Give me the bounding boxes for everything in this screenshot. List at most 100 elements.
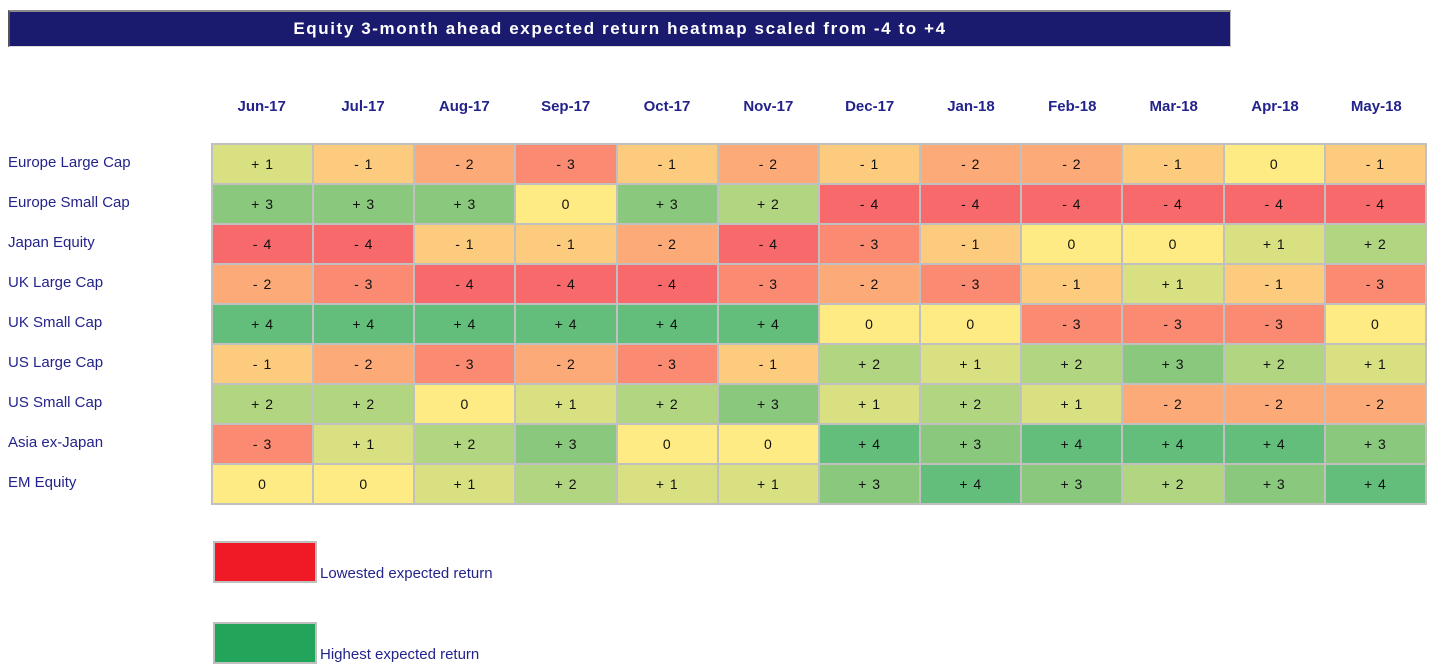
- column-header: Nov-17: [743, 97, 794, 115]
- heatmap-cell: + 1: [1022, 385, 1122, 423]
- heatmap-cell: - 4: [1123, 185, 1223, 223]
- heatmap-cell: - 2: [819, 265, 920, 303]
- heatmap-cell: - 2: [921, 145, 1021, 183]
- heatmap-cell: - 2: [516, 345, 616, 383]
- heatmap-cell: - 2: [617, 225, 717, 263]
- heatmap-cell: - 3: [718, 265, 818, 303]
- column-header: Jun-17: [237, 97, 286, 115]
- column-header: Sep-17: [541, 97, 591, 115]
- heatmap-cell: - 2: [314, 345, 414, 383]
- row-label: EM Equity: [8, 474, 77, 491]
- heatmap-cell: + 2: [617, 385, 717, 423]
- heatmap-cell: + 3: [617, 185, 717, 223]
- heatmap-cell: - 4: [314, 225, 414, 263]
- heatmap-cell: - 3: [1022, 305, 1122, 343]
- report-title: Equity 3-month ahead expected return hea…: [293, 19, 947, 38]
- heatmap-cell: + 3: [819, 465, 920, 503]
- heatmap-cell: + 1: [819, 385, 920, 423]
- heatmap-cell: - 3: [213, 425, 313, 463]
- column-header-row: Jun-17 Jul-17 Aug-17 Sep-17 Oct-17 Nov-17 Dec-…: [211, 95, 1427, 117]
- heatmap-cell: - 1: [617, 145, 717, 183]
- heatmap-cell: - 4: [415, 265, 515, 303]
- heatmap-cell: 0: [213, 465, 313, 503]
- heatmap-cell: + 4: [314, 305, 414, 343]
- heatmap-cell: - 4: [921, 185, 1021, 223]
- heatmap-cell: + 2: [1325, 225, 1425, 263]
- heatmap-cell: + 3: [718, 385, 818, 423]
- row-label: Europe Small Cap: [8, 194, 130, 211]
- heatmap-cell: 0: [1022, 225, 1122, 263]
- heatmap-cell: 0: [617, 425, 717, 463]
- heatmap-cell: + 1: [516, 385, 616, 423]
- heatmap-cell: 0: [415, 385, 515, 423]
- heatmap-cell: - 4: [516, 265, 616, 303]
- heatmap-cell: + 1: [415, 465, 515, 503]
- heatmap-cell: - 4: [1022, 185, 1122, 223]
- heatmap-cell: - 3: [516, 145, 616, 183]
- legend-lowest-swatch: [213, 541, 317, 583]
- column-header: Jan-18: [947, 97, 995, 115]
- heatmap-cell: + 2: [1123, 465, 1223, 503]
- row-label: Europe Large Cap: [8, 154, 131, 171]
- heatmap-cell: - 4: [617, 265, 717, 303]
- heatmap-cell: - 1: [1022, 265, 1122, 303]
- heatmap-cell: + 2: [213, 385, 313, 423]
- column-header: Mar-18: [1149, 97, 1198, 115]
- heatmap-cell: - 1: [213, 345, 313, 383]
- legend-lowest-label: Lowested expected return: [320, 565, 493, 582]
- heatmap-cell: + 1: [314, 425, 414, 463]
- heatmap-cell: - 4: [819, 185, 920, 223]
- heatmap-cell: + 1: [213, 145, 313, 183]
- heatmap-cell: - 1: [415, 225, 515, 263]
- heatmap-cell: - 3: [617, 345, 717, 383]
- heatmap-cell: - 4: [1325, 185, 1425, 223]
- heatmap-cell: + 3: [1325, 425, 1425, 463]
- heatmap-cell: - 2: [718, 145, 818, 183]
- heatmap-cell: - 4: [1224, 185, 1324, 223]
- report-title-bar: Equity 3-month ahead expected return hea…: [8, 10, 1231, 47]
- heatmap-cell: - 3: [921, 265, 1021, 303]
- heatmap-cell: + 2: [415, 425, 515, 463]
- heatmap-cell: + 4: [1325, 465, 1425, 503]
- column-header: Jul-17: [341, 97, 385, 115]
- heatmap-cell: + 4: [1224, 425, 1324, 463]
- heatmap-cell: + 3: [516, 425, 616, 463]
- heatmap-cell: - 3: [314, 265, 414, 303]
- heatmap-cell: + 4: [819, 425, 920, 463]
- column-header: Dec-17: [845, 97, 895, 115]
- heatmap-cell: + 4: [617, 305, 717, 343]
- heatmap-cell: + 2: [1022, 345, 1122, 383]
- heatmap-cell: + 4: [415, 305, 515, 343]
- heatmap-cell: - 3: [1325, 265, 1425, 303]
- heatmap-cell: + 4: [1022, 425, 1122, 463]
- heatmap-cell: + 3: [1123, 345, 1223, 383]
- heatmap-cell: 0: [819, 305, 920, 343]
- heatmap-cell: + 4: [718, 305, 818, 343]
- heatmap-cell: - 1: [921, 225, 1021, 263]
- heatmap-cell: + 3: [415, 185, 515, 223]
- column-header: Aug-17: [438, 97, 490, 115]
- heatmap-cell: - 3: [1123, 305, 1223, 343]
- heatmap-cell: - 1: [516, 225, 616, 263]
- heatmap-cell: + 2: [718, 185, 818, 223]
- row-label: Japan Equity: [8, 234, 95, 251]
- row-label: UK Small Cap: [8, 314, 103, 331]
- heatmap-cell: + 4: [1123, 425, 1223, 463]
- heatmap-cell: + 4: [921, 465, 1021, 503]
- column-header: Apr-18: [1251, 97, 1299, 115]
- heatmap-cell: + 1: [921, 345, 1021, 383]
- heatmap-cell: - 3: [415, 345, 515, 383]
- row-label: Asia ex-Japan: [8, 434, 104, 451]
- heatmap-cell: + 4: [516, 305, 616, 343]
- heatmap-cell: + 3: [314, 185, 414, 223]
- heatmap-cell: - 2: [1123, 385, 1223, 423]
- legend-highest: Highest expected return: [213, 622, 479, 664]
- heatmap-cell: + 3: [1022, 465, 1122, 503]
- legend-highest-label: Highest expected return: [320, 646, 480, 663]
- heatmap-cell: - 1: [819, 145, 920, 183]
- heatmap-cell: - 1: [314, 145, 414, 183]
- heatmap-cell: - 2: [415, 145, 515, 183]
- heatmap-cell: + 2: [819, 345, 920, 383]
- column-header: Feb-18: [1048, 97, 1097, 115]
